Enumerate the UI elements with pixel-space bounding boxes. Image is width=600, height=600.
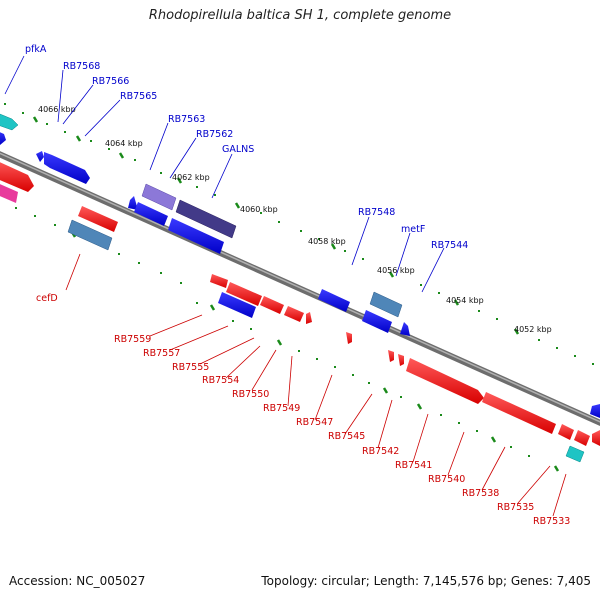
- gene-RB7555: [218, 292, 256, 318]
- tick-label: 4056 kbp: [377, 266, 415, 275]
- gene-RB7541: [406, 358, 484, 404]
- gene-RB7544: [400, 322, 410, 336]
- gene-label-pfkA[interactable]: pfkA: [25, 44, 47, 55]
- gene-arrow: [128, 196, 138, 210]
- gene-arrow: [0, 184, 18, 203]
- gene-arrow: [44, 152, 90, 184]
- genome-backbone: [0, 151, 600, 427]
- forward-strand-genes: [0, 113, 600, 418]
- outer-scale-track: [4, 103, 594, 365]
- tick-label: 4052 kbp: [514, 325, 552, 334]
- gene-label-RB7555[interactable]: RB7555: [172, 362, 209, 373]
- gene-RB7562: [175, 199, 237, 239]
- gene-label-RB7566[interactable]: RB7566: [92, 76, 129, 87]
- gene-label-RB7549[interactable]: RB7549: [263, 403, 300, 414]
- gene-label-RB7547[interactable]: RB7547: [296, 417, 333, 428]
- gene-arrow: [362, 310, 392, 333]
- gene-label-GALNS[interactable]: GALNS: [222, 144, 254, 155]
- gene-label-RB7550[interactable]: RB7550: [232, 389, 269, 400]
- gene-arrow: [0, 162, 34, 192]
- tick-label: 4060 kbp: [240, 205, 278, 214]
- gene-label-RB7542[interactable]: RB7542: [362, 446, 399, 457]
- gene-pfkA: [0, 113, 19, 131]
- inner-scale-track: [15, 207, 530, 457]
- map-title: Rhodopirellula baltica SH 1, complete ge…: [148, 8, 452, 23]
- gene-label-RB7544[interactable]: RB7544: [431, 240, 468, 251]
- reverse-strand-genes: [0, 162, 600, 463]
- gene-RB7547: [346, 332, 352, 344]
- gene-label-RB7538[interactable]: RB7538: [462, 488, 499, 499]
- gene-RB7545: [388, 350, 394, 362]
- gene-label-RB7533[interactable]: RB7533: [533, 516, 570, 527]
- tick-label: 4058 kbp: [308, 237, 346, 246]
- gene-arrow: [0, 132, 6, 145]
- gene-label-metF[interactable]: metF: [401, 224, 425, 235]
- tick-label: 4064 kbp: [105, 139, 143, 148]
- gene-label-RB7568[interactable]: RB7568: [63, 61, 100, 72]
- gene-arrow: [260, 296, 284, 314]
- gene-label-RB7541[interactable]: RB7541: [395, 460, 432, 471]
- gene-label-cefD[interactable]: cefD: [36, 293, 58, 304]
- tick-label: 4054 kbp: [446, 296, 484, 305]
- gene-label-RB7563[interactable]: RB7563: [168, 114, 205, 125]
- accession-text: Accession: NC_005027: [9, 574, 146, 588]
- gene-arrow: [36, 151, 44, 162]
- reverse-label-leaders: [65, 253, 567, 517]
- gene-arrow: [592, 430, 600, 446]
- tick-label: 4066 kbp: [38, 105, 76, 114]
- tick-label: 4062 kbp: [172, 173, 210, 182]
- outer-major-ticks: [32, 116, 520, 335]
- gene-label-RB7535[interactable]: RB7535: [497, 502, 534, 513]
- gene-arrow: [134, 202, 168, 226]
- gene-RB7563: [141, 183, 177, 211]
- gene-arrow: [306, 312, 312, 324]
- gene-arrow: [284, 306, 304, 322]
- topology-text: Topology: circular; Length: 7,145,576 bp…: [261, 574, 591, 588]
- gene-metF: [369, 291, 403, 318]
- gene-label-RB7565[interactable]: RB7565: [120, 91, 157, 102]
- gene-label-RB7548[interactable]: RB7548: [358, 207, 395, 218]
- gene-RB7559: [210, 274, 228, 288]
- gene-cefD: [67, 219, 113, 251]
- gene-RB7538: [558, 424, 574, 440]
- gene-RB7535: [574, 430, 590, 446]
- gene-label-RB7545[interactable]: RB7545: [328, 431, 365, 442]
- gene-label-RB7554[interactable]: RB7554: [202, 375, 239, 386]
- gene-label-RB7559[interactable]: RB7559: [114, 334, 151, 345]
- gene-RB7540: [482, 392, 556, 434]
- gene-arrow: [590, 404, 600, 418]
- gene-label-RB7540[interactable]: RB7540: [428, 474, 465, 485]
- gene-RB7557: [226, 282, 262, 306]
- gene-label-RB7557[interactable]: RB7557: [143, 348, 180, 359]
- forward-label-leaders: [4, 55, 445, 293]
- gene-RB7533: [565, 445, 585, 463]
- gene-RB7542: [398, 354, 404, 366]
- gene-arrow: [78, 206, 118, 232]
- gene-GALNS: [168, 218, 224, 254]
- gene-RB7548: [318, 289, 350, 312]
- gene-label-RB7562[interactable]: RB7562: [196, 129, 233, 140]
